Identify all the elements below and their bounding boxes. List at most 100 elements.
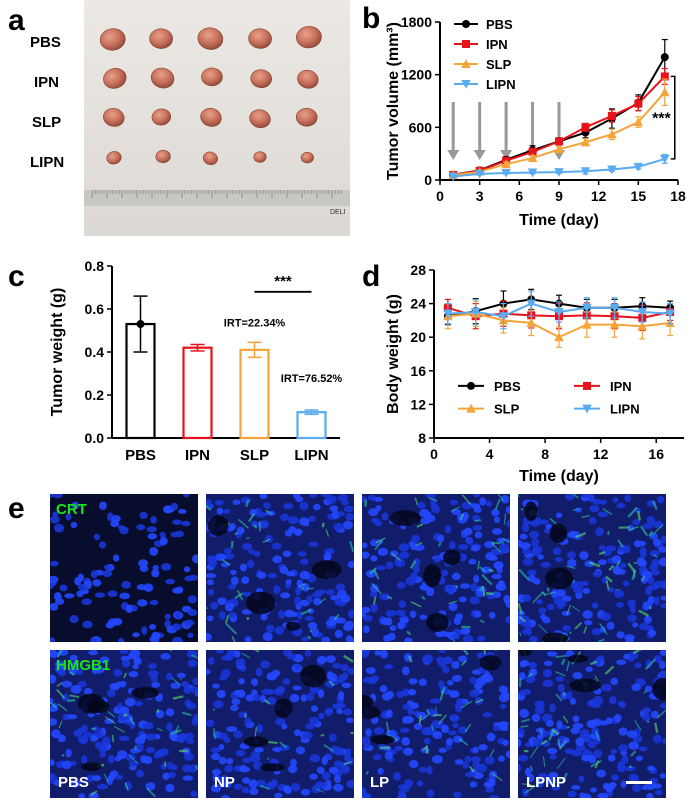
- x-tick-label: SLP: [240, 447, 269, 464]
- significance-stars: ***: [652, 111, 671, 128]
- immunofluorescence-grid: CRT HMGB1 PBS NP LP LPNP: [50, 494, 680, 804]
- tumor-weight-chart: 0.0 0.2 0.4 0.6 0.8 Tumor weight (g) PBS IPN SLP…: [49, 258, 343, 464]
- y-tick-label: 600: [409, 119, 433, 135]
- data-point: [528, 147, 537, 156]
- data-point: [501, 168, 511, 178]
- x-tick-label: PBS: [125, 447, 156, 464]
- data-point: [554, 332, 564, 342]
- tumor-volume-chart: 0 600 1200 1800 0 3 6 9 12 15 18 Time (day) Tumor vo…: [385, 14, 686, 229]
- fluorescence-tile-hmgb1-lpnp: LPNP: [518, 650, 666, 798]
- data-point: [659, 154, 670, 164]
- y-axis-label: Tumor weight (g): [49, 288, 66, 417]
- y-tick-label: 16: [410, 363, 426, 379]
- data-point: [607, 165, 617, 175]
- mean-point: [136, 320, 145, 329]
- data-point: [660, 72, 669, 81]
- row-label-slp: SLP: [32, 114, 62, 131]
- data-point: [634, 99, 643, 108]
- fluorescence-image: [518, 650, 666, 798]
- fluorescence-tile-crt-lpnp: [518, 494, 666, 642]
- data-point: [443, 309, 453, 319]
- legend-label: SLP: [494, 402, 520, 417]
- x-tick-label: 0: [430, 446, 438, 462]
- data-point: [633, 162, 644, 172]
- data-point: [554, 144, 564, 154]
- y-tick-label: 0.4: [85, 344, 105, 360]
- tumor-specimen: [202, 151, 218, 165]
- data-point: [448, 172, 459, 182]
- significance-bracket: [670, 75, 676, 160]
- stain-label-hmgb1: HMGB1: [56, 657, 111, 674]
- body-weight-chart: 8 12 16 20 24 28 0 4 8 12 16 Time (day) Body weight …: [385, 262, 684, 485]
- error-bar: [247, 341, 262, 359]
- tumor-specimen: [155, 149, 171, 164]
- fluorescence-tile-crt-pbs: CRT: [50, 494, 198, 642]
- tumor-specimen: [248, 28, 272, 49]
- fluorescence-tile-crt-lp: [362, 494, 510, 642]
- row-label-ipn: IPN: [34, 74, 60, 91]
- data-point: [498, 312, 509, 321]
- data-point: [659, 87, 670, 97]
- x-tick-label: LIPN: [294, 447, 328, 464]
- x-tick-label: 3: [476, 188, 484, 204]
- data-point: [474, 169, 485, 179]
- panel-e-letter: e: [8, 492, 25, 525]
- legend-marker: [466, 403, 476, 413]
- tumor-grid: [99, 26, 322, 165]
- ruler: [84, 190, 350, 206]
- data-point: [501, 159, 511, 169]
- y-tick-label: 24: [410, 296, 426, 312]
- irt-annotation: IRT=22.34%: [224, 317, 286, 329]
- y-tick-label: 1800: [401, 14, 432, 30]
- x-tick-label: 6: [515, 188, 523, 204]
- tumor-specimen: [151, 108, 172, 126]
- y-tick-label: 0.2: [85, 387, 105, 403]
- data-point: [527, 153, 538, 163]
- tumor-specimen: [295, 108, 318, 127]
- injection-arrow: [500, 102, 513, 160]
- error-bar: [190, 343, 205, 352]
- group-label-lpnp: LPNP: [526, 774, 567, 791]
- data-point: [637, 321, 648, 331]
- group-label-np: NP: [214, 774, 235, 791]
- fluorescence-image: [206, 650, 354, 798]
- legend-marker: [461, 80, 471, 89]
- data-point: [580, 137, 591, 147]
- y-tick-label: 0.0: [85, 430, 105, 446]
- tumor-specimen: [103, 68, 127, 89]
- data-point: [555, 137, 563, 146]
- y-tick-label: 0: [424, 172, 432, 188]
- data-point: [470, 308, 481, 317]
- data-point: [554, 168, 564, 177]
- tumor-specimen: [149, 28, 173, 49]
- tumor-specimen: [253, 151, 267, 163]
- data-point: [607, 129, 617, 139]
- tumor-specimen: [106, 151, 122, 165]
- data-point: [633, 117, 644, 127]
- data-point: [527, 168, 538, 178]
- row-label-pbs: PBS: [30, 34, 61, 51]
- series-lipn: [443, 290, 675, 330]
- irt-annotation: IRT=76.52%: [281, 373, 343, 385]
- legend: PBS IPN SLP LIPN: [458, 379, 640, 417]
- data-point: [609, 303, 620, 313]
- y-tick-label: 8: [418, 430, 426, 446]
- y-tick-label: 0.6: [85, 301, 105, 317]
- injection-arrow: [473, 102, 486, 160]
- legend-label: IPN: [610, 379, 632, 394]
- tumor-specimen: [249, 109, 271, 129]
- bar-slp: [239, 348, 270, 440]
- tumor-specimen: [250, 69, 272, 88]
- group-label-lp: LP: [370, 774, 390, 791]
- tumor-specimen: [297, 69, 319, 89]
- x-tick-label: 0: [436, 188, 444, 204]
- fluorescence-tile-hmgb1-lp: LP: [362, 650, 510, 798]
- series-lipn: [448, 153, 670, 182]
- data-point: [554, 308, 564, 317]
- legend-marker: [582, 404, 592, 414]
- data-point: [581, 303, 592, 313]
- y-tick-label: 0.8: [85, 258, 105, 274]
- legend-label: PBS: [494, 379, 521, 394]
- fluorescence-tile-crt-np: [206, 494, 354, 642]
- fluorescence-tile-hmgb1-pbs: HMGB1 PBS: [50, 650, 198, 798]
